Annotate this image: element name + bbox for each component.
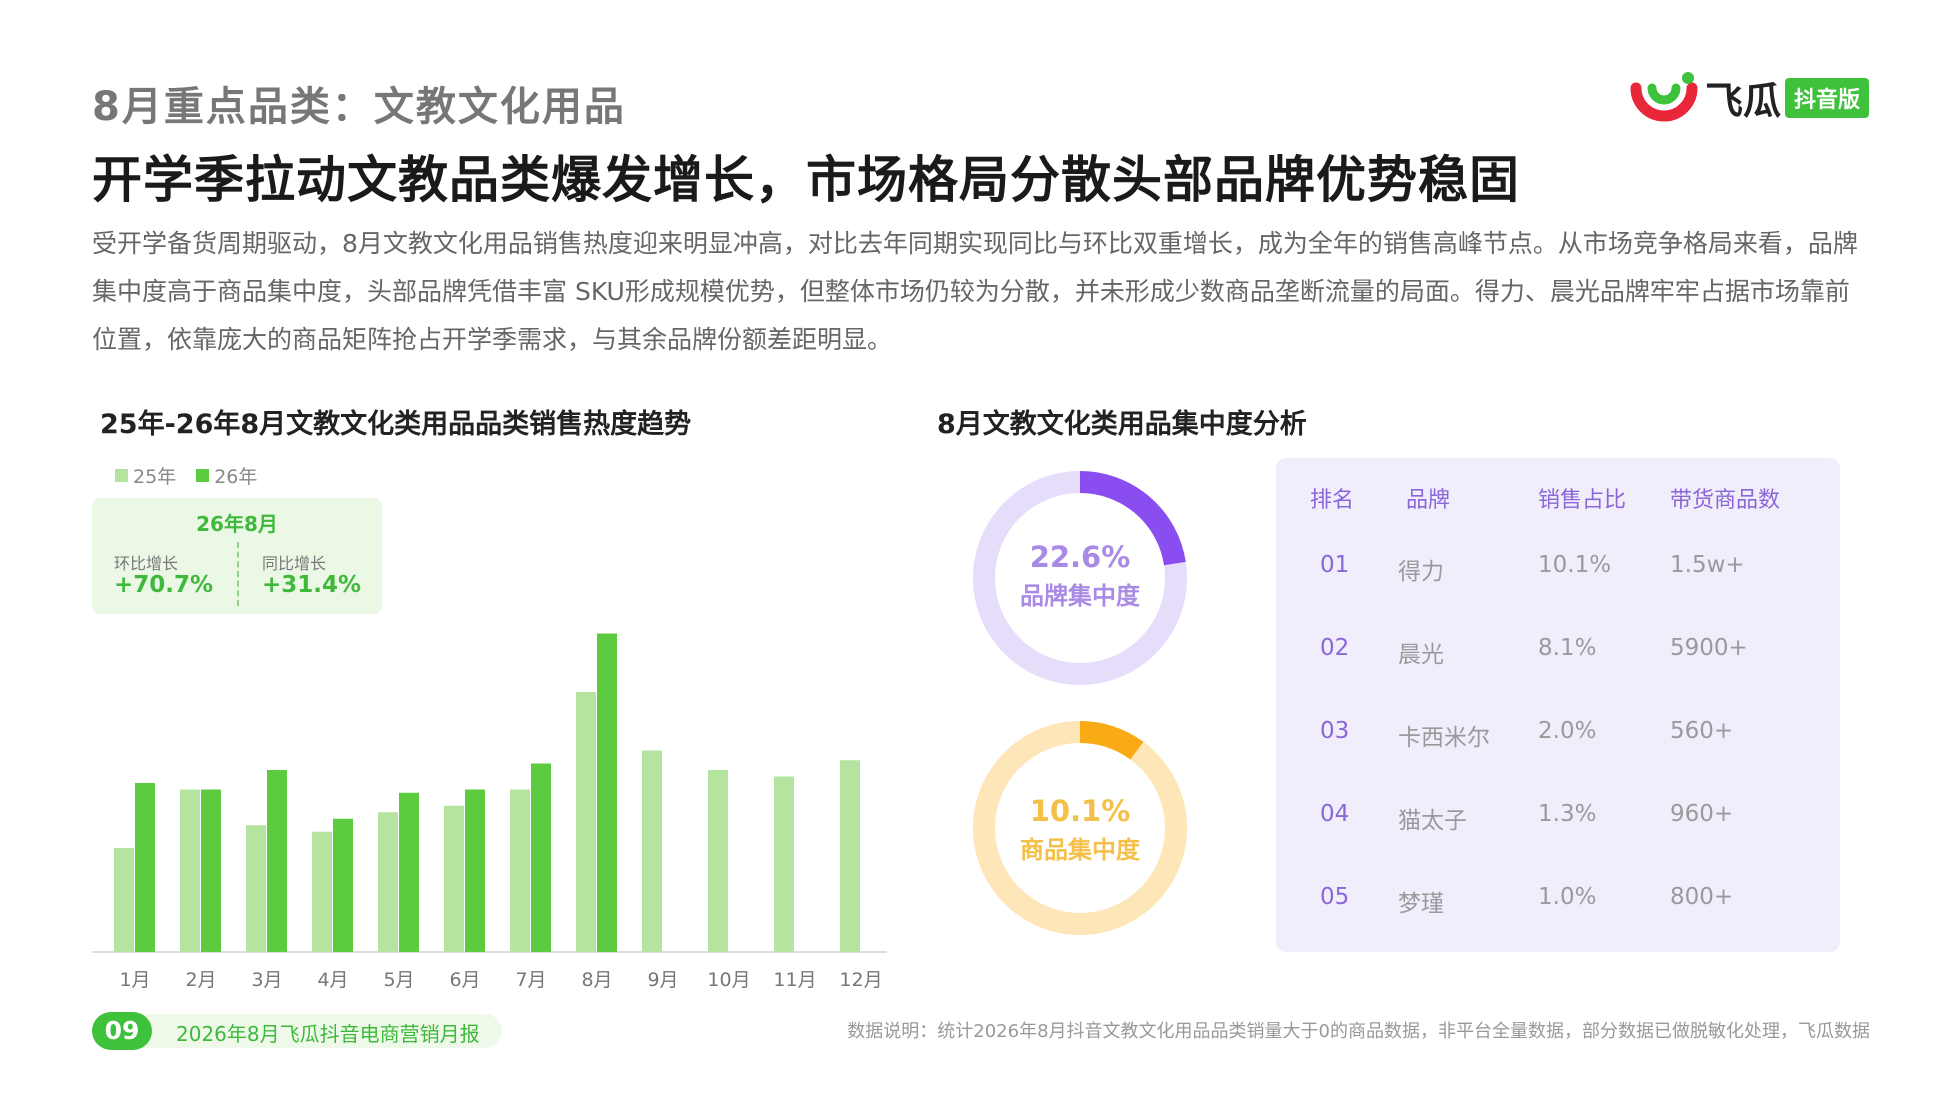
brand-concentration-segment — [1079, 471, 1186, 566]
table-row-brand: 猫太子 — [1398, 808, 1467, 834]
product-concentration-center: 10.1% 商品集中度 — [960, 794, 1200, 865]
table-row-items: 560+ — [1670, 718, 1734, 744]
table-row-share: 8.1% — [1538, 635, 1597, 661]
trend-chart-title: 25年-26年8月文教文化类用品品类销售热度趋势 — [100, 409, 692, 440]
bar-25年-10月 — [708, 770, 728, 952]
table-row-brand: 卡西米尔 — [1398, 725, 1490, 751]
product-concentration-donut — [973, 721, 1187, 935]
product-concentration-segment — [1079, 721, 1144, 760]
table-row-rank: 02 — [1320, 635, 1350, 661]
logo-badge: 抖音版 — [1785, 78, 1870, 118]
legend-item-26: 26年 — [196, 462, 257, 489]
table-header-share: 销售占比 — [1538, 488, 1627, 513]
table-row-items: 960+ — [1670, 801, 1734, 827]
legend-label-25: 25年 — [133, 466, 177, 488]
summary-text: 受开学备货周期驱动，8月文教文化用品销售热度迎来明显冲高，对比去年同期实现同比与… — [92, 229, 1858, 354]
page-number: 09 — [92, 1012, 152, 1050]
growth-divider — [237, 542, 239, 606]
brand-concentration-center: 22.6% 品牌集中度 — [960, 540, 1200, 611]
growth-card-header: 26年8月 — [196, 512, 278, 536]
legend-swatch-25 — [115, 469, 128, 482]
x-tick-label: 3月 — [251, 969, 282, 991]
table-row-rank: 01 — [1320, 552, 1350, 578]
bar-25年-7月 — [510, 789, 530, 952]
table-header-items: 带货商品数 — [1670, 488, 1781, 513]
x-tick-label: 8月 — [581, 969, 612, 991]
table-row-items: 800+ — [1670, 884, 1734, 910]
bar-25年-4月 — [312, 831, 332, 952]
bar-25年-6月 — [444, 805, 464, 952]
x-tick-label: 2月 — [185, 969, 216, 991]
legend-item-25: 25年 — [115, 462, 176, 489]
table-row-items: 5900+ — [1670, 635, 1748, 661]
bar-25年-11月 — [774, 776, 794, 952]
bar-25年-8月 — [576, 692, 596, 952]
legend-label-26: 26年 — [214, 466, 258, 488]
table-row-share: 1.3% — [1538, 801, 1597, 827]
bar-26年-8月 — [597, 633, 617, 952]
x-tick-label: 6月 — [449, 969, 480, 991]
bar-25年-5月 — [378, 812, 398, 952]
x-tick-label: 11月 — [773, 969, 816, 991]
page-kicker: 8月重点品类：文教文化用品 — [92, 84, 626, 130]
table-row-brand: 得力 — [1398, 559, 1444, 585]
table-row-share: 1.0% — [1538, 884, 1597, 910]
bar-26年-3月 — [267, 770, 287, 952]
table-row-rank: 03 — [1320, 718, 1350, 744]
brand-concentration-label: 品牌集中度 — [1020, 582, 1140, 610]
bar-25年-1月 — [114, 848, 134, 952]
bar-26年-4月 — [333, 818, 353, 952]
growth-highlight-card: 26年8月 环比增长 +70.7% 同比增长 +31.4% — [92, 498, 382, 614]
mom-label: 环比增长 — [114, 554, 179, 573]
legend-swatch-26 — [196, 469, 210, 482]
product-concentration-pct: 10.1% — [1029, 794, 1131, 828]
table-row-brand: 梦瑾 — [1398, 891, 1444, 917]
bar-26年-5月 — [399, 792, 419, 952]
feigua-logo-icon — [1630, 72, 1698, 122]
x-tick-label: 9月 — [647, 969, 678, 991]
table-row-items: 1.5w+ — [1670, 552, 1745, 578]
x-tick-label: 7月 — [515, 969, 546, 991]
bar-26年-7月 — [531, 763, 551, 952]
bar-25年-9月 — [642, 750, 662, 952]
x-tick-label: 10月 — [707, 969, 750, 991]
table-row-brand: 晨光 — [1398, 642, 1444, 668]
table-row-rank: 05 — [1320, 884, 1350, 910]
yoy-value: +31.4% — [262, 572, 362, 598]
bar-25年-3月 — [246, 825, 266, 952]
bar-26年-1月 — [135, 783, 155, 952]
brand-concentration-pct: 22.6% — [1029, 540, 1131, 574]
brand-ranking-table: 排名 品牌 销售占比 带货商品数 01 得力 10.1% 1.5w+ 02 晨光… — [1276, 458, 1840, 952]
bar-26年-6月 — [465, 789, 485, 952]
yoy-label: 同比增长 — [262, 554, 327, 573]
table-row-rank: 04 — [1320, 801, 1350, 827]
concentration-title: 8月文教文化类用品集中度分析 — [937, 409, 1307, 440]
mom-value: +70.7% — [114, 572, 214, 598]
bar-25年-2月 — [180, 789, 200, 952]
table-header-brand: 品牌 — [1406, 488, 1451, 513]
logo-name: 飞瓜 — [1705, 79, 1782, 123]
trend-bar-chart: 1月 2月 3月 4月 5月 6月 7月 8月 9月 10月 11月 12月 — [92, 633, 887, 991]
bar-25年-12月 — [840, 760, 860, 952]
chart-legend: 25年 26年 — [115, 462, 257, 489]
table-header-rank: 排名 — [1310, 488, 1355, 513]
table-row-share: 10.1% — [1538, 552, 1612, 578]
data-note: 数据说明：统计2026年8月抖音文教文化用品品类销量大于0的商品数据，非平台全量… — [847, 1021, 1870, 1042]
product-concentration-label: 商品集中度 — [1020, 836, 1140, 864]
table-row-share: 2.0% — [1538, 718, 1597, 744]
brand-concentration-donut — [973, 471, 1187, 685]
footer-report-pill — [92, 1014, 502, 1048]
x-tick-label: 4月 — [317, 969, 348, 991]
x-tick-label: 12月 — [839, 969, 882, 991]
page-title: 开学季拉动文教品类爆发增长，市场格局分散头部品牌优势稳固 — [92, 151, 1520, 209]
report-name: 2026年8月飞瓜抖音电商营销月报 — [176, 1022, 480, 1046]
x-tick-label: 1月 — [119, 969, 150, 991]
x-tick-label: 5月 — [383, 969, 414, 991]
bar-26年-2月 — [201, 789, 221, 952]
